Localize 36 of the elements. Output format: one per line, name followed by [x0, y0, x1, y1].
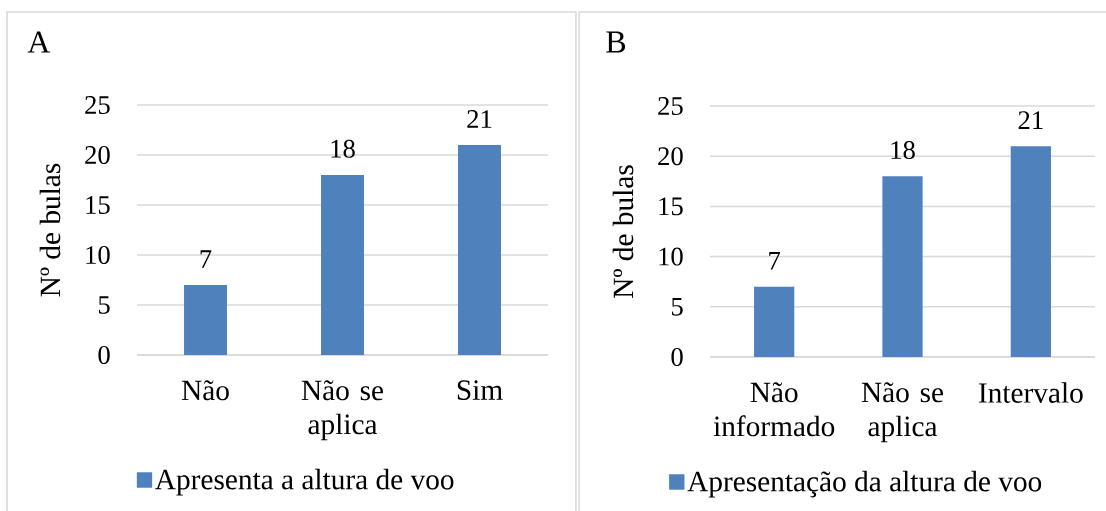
- x-tick-label: Não se aplica: [861, 382, 944, 443]
- bar: [1010, 146, 1051, 357]
- y-axis-title: Nº de bulas: [39, 163, 61, 297]
- y-tick-label: 25: [658, 97, 683, 115]
- bar: [184, 285, 227, 355]
- data-label: 21: [1018, 111, 1043, 129]
- chart-title: A: [27, 31, 51, 53]
- y-tick-label: 10: [659, 247, 683, 266]
- data-label: 18: [891, 141, 915, 159]
- bar: [882, 176, 923, 357]
- x-tick-label: Intervalo: [978, 382, 1083, 403]
- x-tick-label: Não informado: [713, 382, 835, 437]
- y-tick-label: 10: [86, 246, 110, 264]
- y-tick-label: 5: [671, 297, 683, 316]
- y-tick-label: 0: [98, 346, 110, 364]
- x-tick-label: Sim: [457, 380, 503, 400]
- legend-label: Apresenta a altura de voo: [155, 468, 454, 496]
- y-tick-label: 20: [658, 147, 683, 166]
- data-label: 21: [467, 110, 492, 128]
- y-tick-label: 0: [671, 348, 683, 366]
- bar: [458, 145, 501, 355]
- y-tick-label: 15: [659, 197, 683, 216]
- y-tick-label: 20: [85, 146, 110, 164]
- x-tick-label: Não se aplica: [301, 380, 384, 441]
- bar: [321, 175, 364, 355]
- y-axis-title: Nº de bulas: [612, 165, 634, 298]
- legend-label: Apresentação da altura de voo: [687, 470, 1042, 498]
- data-label: 7: [200, 250, 212, 268]
- data-label: 18: [331, 139, 355, 158]
- bar: [754, 286, 795, 357]
- y-tick-label: 5: [98, 296, 110, 314]
- data-label: 7: [769, 251, 781, 270]
- y-tick-label: 15: [86, 196, 110, 214]
- chart-title: B: [606, 31, 626, 53]
- y-tick-label: 25: [85, 96, 110, 114]
- x-tick-label: Não: [181, 380, 229, 401]
